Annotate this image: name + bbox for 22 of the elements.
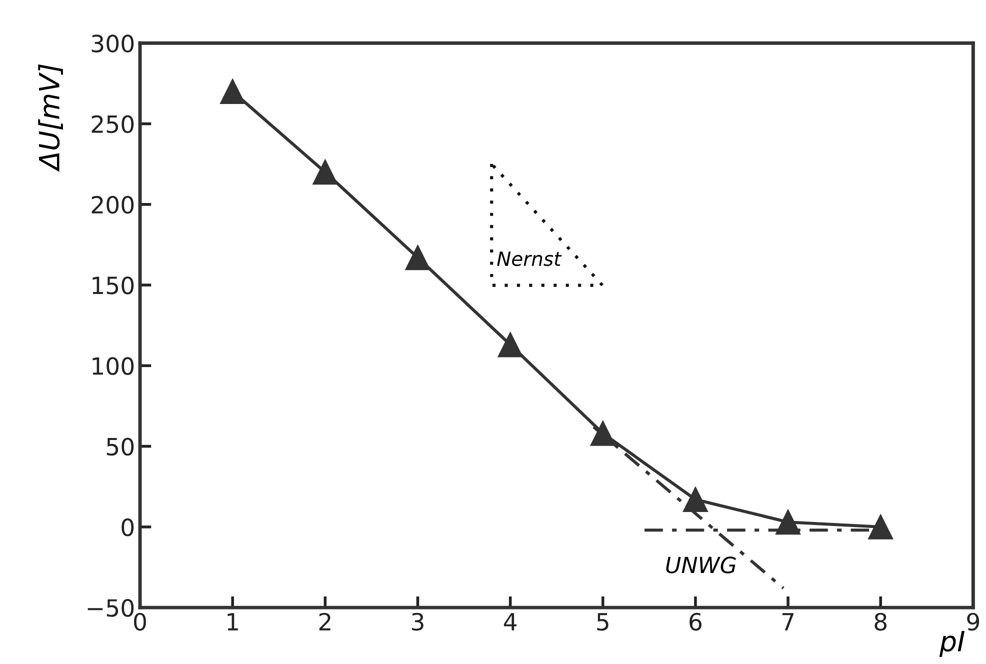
annotation: Nernst xyxy=(497,252,562,266)
y-axis-title: ΔU[mV] xyxy=(38,64,63,172)
annotation: UNWG xyxy=(666,556,736,574)
x-tick-label: 3 xyxy=(412,612,424,631)
x-axis-title: pI xyxy=(939,630,965,658)
x-tick-label: 1 xyxy=(228,613,238,630)
x-tick-label: 5 xyxy=(597,613,608,631)
y-tick-label: 50 xyxy=(106,438,134,456)
x-tick-label: 0 xyxy=(134,612,146,631)
y-tick-label: −50 xyxy=(88,599,134,617)
x-tick-label: 4 xyxy=(504,613,516,630)
y-tick-label: 100 xyxy=(92,357,134,375)
x-tick-label: 2 xyxy=(319,612,330,630)
y-tick-label: 150 xyxy=(92,276,134,294)
x-tick-label: 9 xyxy=(967,612,980,631)
x-tick-label: 7 xyxy=(782,613,794,630)
y-tick-label: 250 xyxy=(92,115,134,134)
x-tick-label: 6 xyxy=(690,612,702,631)
x-tick-label: 8 xyxy=(874,612,887,631)
y-tick-label: 300 xyxy=(92,34,134,52)
y-tick-label: 200 xyxy=(92,196,134,214)
y-tick-label: 0 xyxy=(122,518,134,536)
